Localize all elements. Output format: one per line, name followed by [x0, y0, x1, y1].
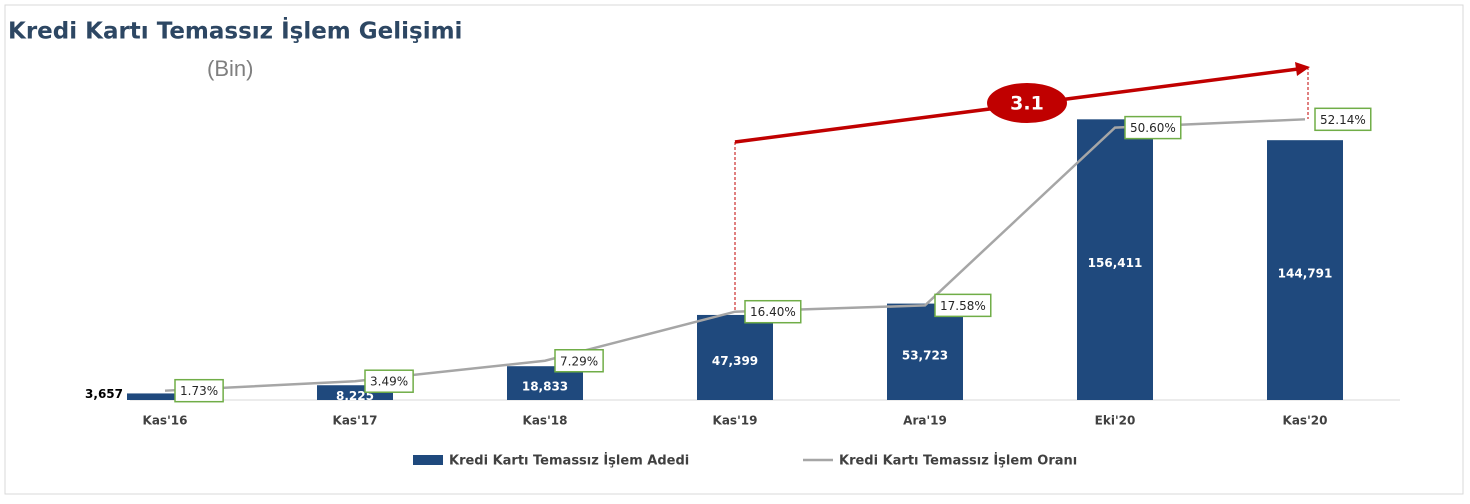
bar	[1267, 140, 1343, 400]
bar-value-label: 53,723	[902, 348, 948, 362]
x-tick-label: Ara'19	[903, 414, 947, 428]
point-label: 7.29%	[554, 349, 604, 373]
point-value-label: 16.40%	[750, 305, 796, 319]
point-value-label: 7.29%	[560, 354, 598, 368]
point-label: 52.14%	[1314, 107, 1372, 132]
point-label: 50.60%	[1124, 115, 1182, 140]
growth-arrow: 3.1	[734, 62, 1310, 311]
bar	[127, 393, 203, 400]
point-value-label: 52.14%	[1320, 113, 1366, 127]
annotation: 3.1	[1010, 93, 1044, 115]
bar	[697, 314, 773, 400]
label-box	[1314, 107, 1372, 132]
bar-value-label: 47,399	[712, 354, 758, 368]
legend-swatch	[413, 455, 443, 465]
x-tick-label: Eki'20	[1095, 414, 1136, 428]
x-tick-label: Kas'20	[1283, 414, 1328, 428]
label-box	[554, 349, 604, 373]
bar-value-label: 18,833	[522, 380, 568, 394]
label-box	[744, 299, 802, 324]
bar-value-label: 144,791	[1278, 267, 1333, 281]
label-box	[364, 369, 414, 393]
point-label: 16.40%	[744, 299, 802, 324]
bar	[887, 303, 963, 400]
point-label: 1.73%	[174, 378, 224, 403]
x-tick-label: Kas'16	[143, 414, 188, 428]
legend-label: Kredi Kartı Temassız İşlem Oranı	[839, 453, 1077, 469]
chart-frame	[4, 4, 1464, 495]
point-label: 3.49%	[364, 369, 414, 393]
point-value-label: 3.49%	[370, 375, 408, 389]
line	[164, 118, 1306, 392]
point-value-label: 50.60%	[1130, 121, 1176, 135]
chart-subtitle: (Bin)	[207, 56, 253, 81]
bar-value-label: 156,411	[1088, 256, 1143, 270]
chart-title: Kredi Kartı Temassız İşlem Gelişimi	[8, 17, 462, 45]
annotation-badge	[987, 83, 1067, 123]
x-tick-label: Kas'17	[333, 414, 378, 428]
bar-value-label: 3,657	[85, 387, 123, 401]
point-value-label: 1.73%	[180, 384, 218, 398]
x-tick-label: Kas'18	[523, 414, 568, 428]
point-value-label: 17.58%	[940, 299, 986, 313]
legend-label: Kredi Kartı Temassız İşlem Adedi	[449, 453, 689, 469]
label-box	[174, 378, 224, 403]
bar	[1077, 119, 1153, 400]
label-box	[934, 293, 992, 318]
arrow-head	[1295, 62, 1310, 76]
label-box	[1124, 115, 1182, 140]
x-tick-label: Kas'19	[713, 414, 758, 428]
labels: 1.73% 3.49% 7.29% 16.40% 17.58% 50.60% 52.14%	[174, 107, 1372, 403]
point-label: 17.58%	[934, 293, 992, 318]
